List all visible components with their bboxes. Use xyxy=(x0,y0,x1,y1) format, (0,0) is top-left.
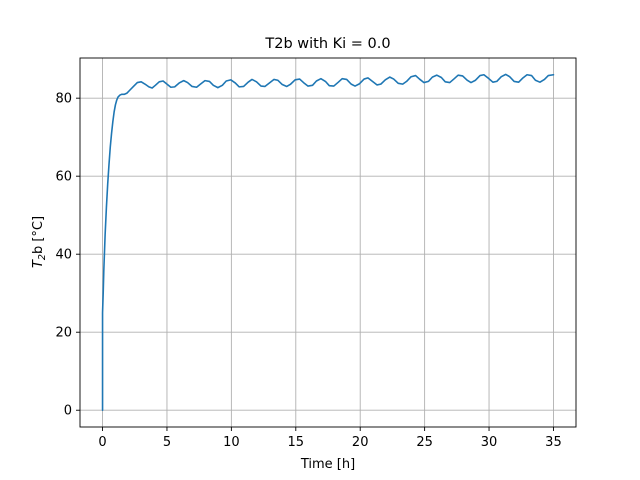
x-axis-label: Time [h] xyxy=(300,457,355,472)
y-tick-label: 40 xyxy=(55,248,72,263)
y-axis-label-subscript: 2 xyxy=(37,254,48,260)
x-tick-label: 10 xyxy=(223,435,240,450)
y-tick-label: 60 xyxy=(55,170,72,185)
x-tick-label: 25 xyxy=(416,435,433,450)
x-tick-label: 5 xyxy=(163,435,171,450)
chart-title: T2b with Ki = 0.0 xyxy=(264,36,390,52)
y-tick-label: 20 xyxy=(55,326,72,341)
x-tick-label: 15 xyxy=(288,435,305,450)
series-line-t2b xyxy=(101,73,555,412)
x-tick-label: 30 xyxy=(481,435,498,450)
x-tick-label: 20 xyxy=(352,435,369,450)
axis-ticks: 0 5 10 15 20 25 30 35 0 20 40 60 80 xyxy=(55,92,561,450)
y-axis-label-rest: b [°C] xyxy=(31,216,46,254)
y-axis-label-symbol: T xyxy=(31,259,46,268)
x-tick-label: 0 xyxy=(98,435,106,450)
x-tick-label: 35 xyxy=(545,435,562,450)
y-tick-label: 80 xyxy=(55,92,72,107)
axes-frame xyxy=(79,57,577,428)
plot-area xyxy=(101,73,555,412)
y-tick-label: 0 xyxy=(64,404,72,419)
y-axis-label: T2b [°C] xyxy=(31,216,48,268)
grid-lines xyxy=(80,58,576,427)
